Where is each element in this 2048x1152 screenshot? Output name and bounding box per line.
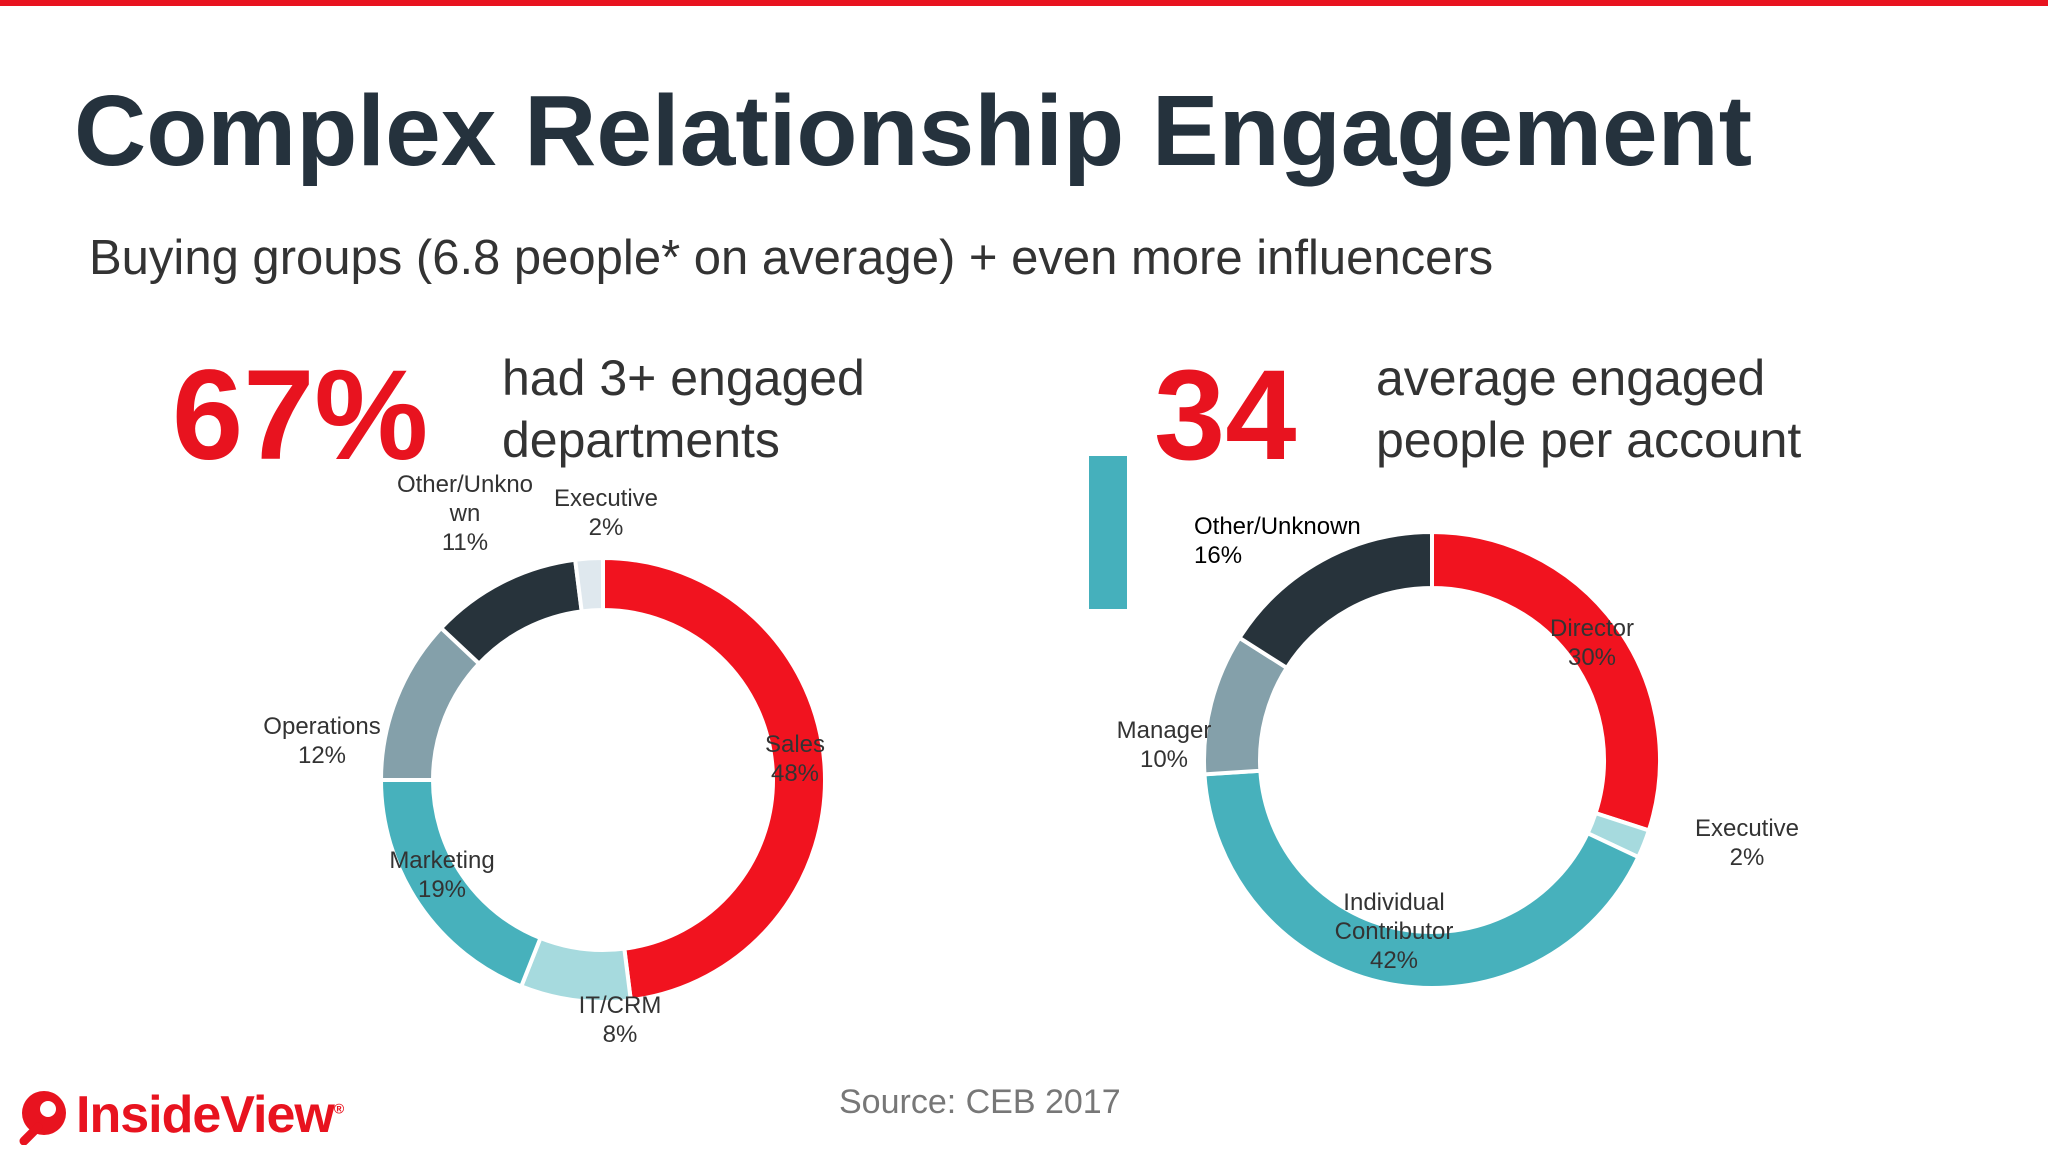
donut-label-operations: Operations 12% xyxy=(263,713,380,769)
top-accent-bar xyxy=(0,0,2048,6)
logo-wordmark: InsideView® xyxy=(76,1085,344,1145)
donut-segment-other-unknown xyxy=(1236,529,1434,671)
stat-description-line: had 3+ engaged xyxy=(502,350,865,406)
donut-label-line: Operations xyxy=(263,713,380,740)
decorative-teal-bar xyxy=(1089,456,1127,609)
donut-label-line: Director xyxy=(1550,615,1634,642)
donut-segment-executive xyxy=(572,555,605,614)
stat-description-line: people per account xyxy=(1376,412,1802,468)
donut-label-line: Executive xyxy=(554,485,658,512)
slide-subtitle: Buying groups (6.8 people* on average) +… xyxy=(89,231,1494,285)
donut-label-other-unknown: Other/Unknown 16% xyxy=(1194,513,1361,569)
donut-label-line: 2% xyxy=(589,514,624,541)
donut-label-director: Director 30% xyxy=(1550,615,1634,671)
donut-label-sales: Sales 48% xyxy=(765,731,825,787)
donut-label-manager: Manager 10% xyxy=(1117,717,1212,773)
donut-label-line: 42% xyxy=(1370,947,1418,974)
stat-description-departments: had 3+ engaged departments xyxy=(502,347,865,471)
stat-value-people: 34 xyxy=(1154,344,1297,487)
donut-label-line: Executive xyxy=(1695,815,1799,842)
logo-mark-icon xyxy=(19,1091,66,1145)
donut-label-line: 10% xyxy=(1140,746,1188,773)
donut-label-line: Manager xyxy=(1117,717,1212,744)
donut-segment-director xyxy=(1430,529,1662,833)
donut-label-line: 16% xyxy=(1194,542,1242,569)
donut-label-line: 19% xyxy=(418,876,466,903)
donut-label-line: Contributor xyxy=(1335,918,1454,945)
donut-label-executive: Executive 2% xyxy=(1695,815,1799,871)
donut-label-line: wn xyxy=(449,500,481,527)
donut-label-line: 30% xyxy=(1568,644,1616,671)
stat-description-people: average engaged people per account xyxy=(1376,347,1801,471)
donut-label-line: 11% xyxy=(442,529,488,556)
stat-value-departments: 67% xyxy=(172,344,429,487)
donut-label-line: Other/Unknown xyxy=(1194,513,1361,540)
donut-label-line: 12% xyxy=(298,742,346,769)
donut-label-individual-contributor: Individual Contributor 42% xyxy=(1335,889,1454,974)
donut-label-marketing: Marketing 19% xyxy=(389,847,494,903)
donut-segment-sales xyxy=(601,555,827,1003)
donut-label-line: 48% xyxy=(771,760,819,787)
donut-label-other-unknown: Other/Unkno wn 11% xyxy=(397,471,533,556)
donut-label-line: Marketing xyxy=(389,847,494,874)
insideview-logo: InsideView® xyxy=(18,1085,398,1147)
donut-label-line: IT/CRM xyxy=(579,992,662,1019)
registered-mark: ® xyxy=(333,1100,344,1117)
donut-label-line: 2% xyxy=(1730,844,1765,871)
slide-title: Complex Relationship Engagement xyxy=(74,75,1753,187)
stat-description-line: departments xyxy=(502,412,780,468)
donut-label-it-crm: IT/CRM 8% xyxy=(579,992,662,1048)
donut-segment-individual-contributor xyxy=(1202,768,1641,990)
donut-label-executive: Executive 2% xyxy=(554,485,658,541)
donut-segment-other-unknown xyxy=(438,557,584,667)
source-note: Source: CEB 2017 xyxy=(839,1083,1121,1121)
donut-label-line: 8% xyxy=(603,1021,638,1048)
stat-description-line: average engaged xyxy=(1376,350,1766,406)
donut-label-line: Sales xyxy=(765,731,825,758)
donut-label-line: Individual xyxy=(1343,889,1444,916)
logo-text: InsideView xyxy=(76,1086,335,1144)
donut-label-line: Other/Unkno xyxy=(397,471,533,498)
